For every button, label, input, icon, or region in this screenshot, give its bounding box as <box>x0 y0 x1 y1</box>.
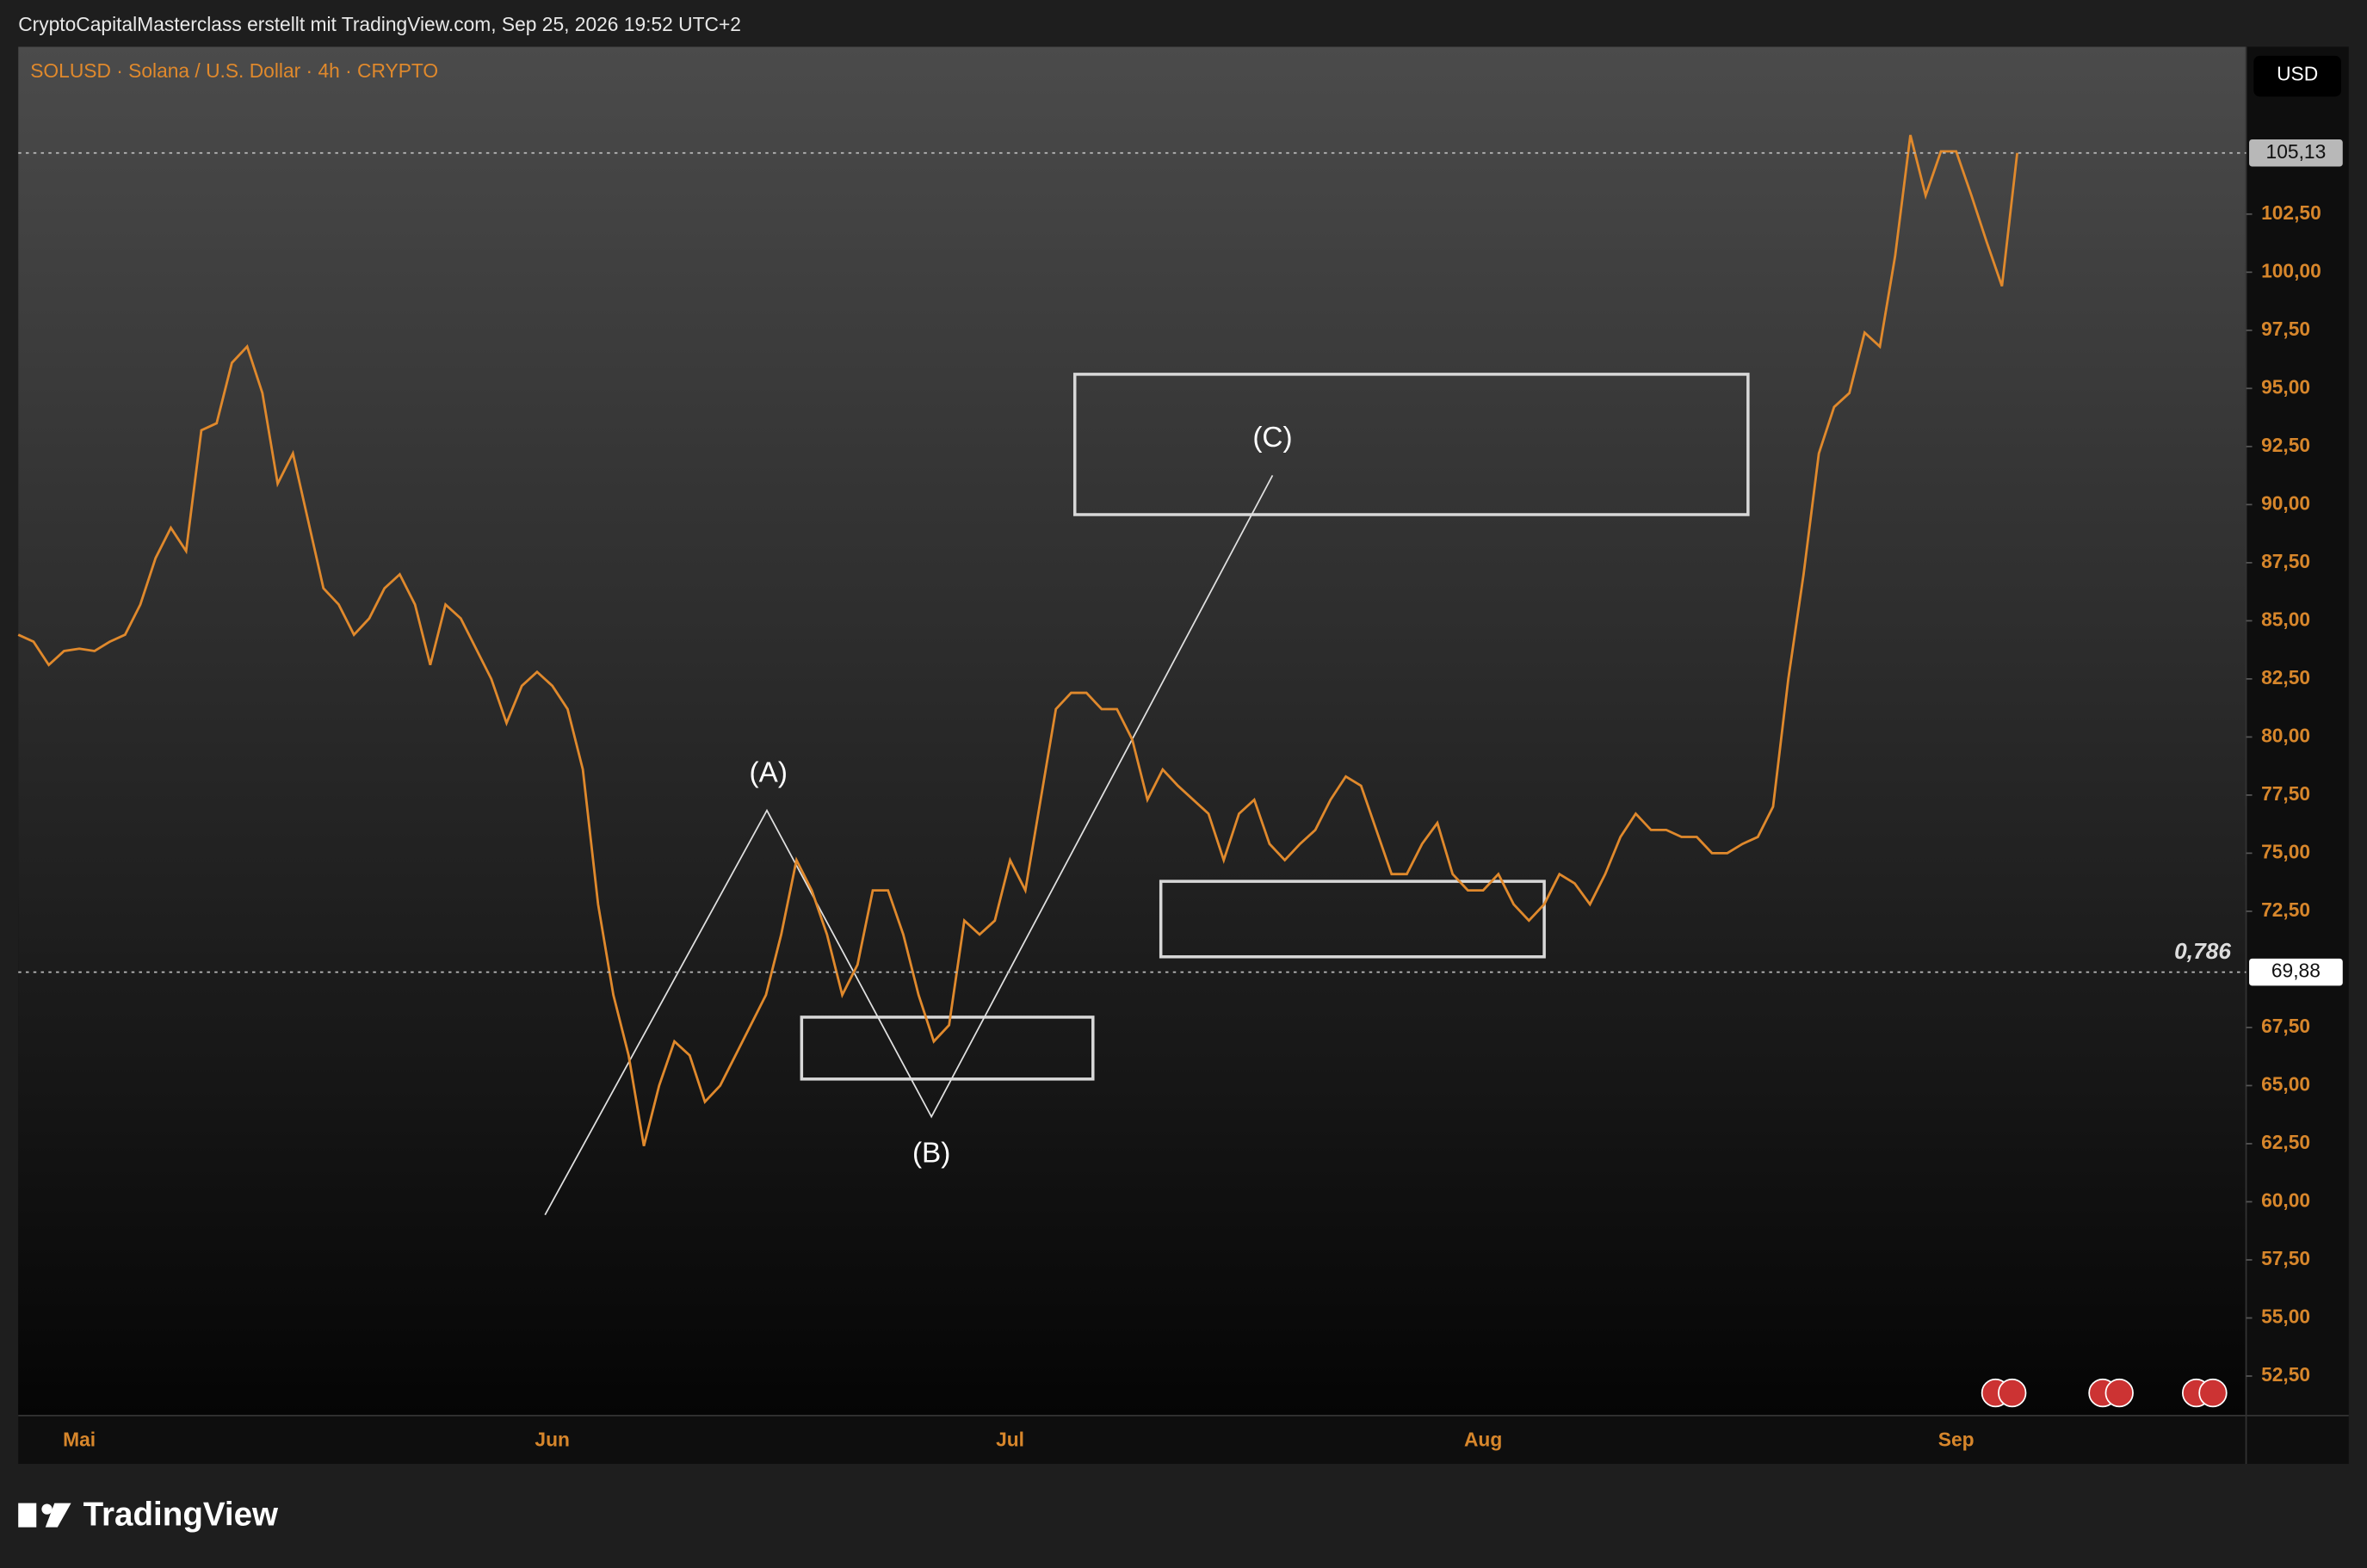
y-tick-label: 82,50 <box>2261 666 2310 688</box>
y-tick-label: 87,50 <box>2261 550 2310 572</box>
y-tick-label: 75,00 <box>2261 840 2310 862</box>
event-icons <box>1981 1378 2228 1408</box>
price-line <box>17 134 2019 1146</box>
x-tick-label: Jul <box>996 1429 1024 1451</box>
brand-logo <box>18 1503 71 1528</box>
support-box <box>1159 880 1546 959</box>
price-label: 69,88 <box>2271 960 2321 982</box>
y-tick-label: 60,00 <box>2261 1188 2310 1211</box>
price-label-box <box>2249 139 2343 167</box>
y-tick-label: 80,00 <box>2261 724 2310 746</box>
y-tick-label: 57,50 <box>2261 1247 2310 1269</box>
currency[interactable]: USD <box>2277 63 2318 85</box>
y-tick-label: 77,50 <box>2261 782 2310 805</box>
y-tick-label: 62,50 <box>2261 1131 2310 1153</box>
header: CryptoCapitalMasterclass erstellt mit Tr… <box>18 13 741 35</box>
y-tick-label: 95,00 <box>2261 375 2310 398</box>
y-tick-label: 90,00 <box>2261 491 2310 514</box>
y-tick-label: 100,00 <box>2261 259 2321 281</box>
x-tick-label: Aug <box>1464 1429 1502 1451</box>
y-tick-label: 52,50 <box>2261 1363 2310 1386</box>
y-tick-label: 72,50 <box>2261 898 2310 921</box>
y-tick-label: 67,50 <box>2261 1015 2310 1037</box>
wave-label: (B) <box>912 1137 950 1169</box>
x-tick-label: Jun <box>535 1429 570 1451</box>
symbol-title: SOLUSD · Solana / U.S. Dollar · 4h · CRY… <box>30 59 438 82</box>
x-tick-label: Mai <box>63 1429 96 1451</box>
plot-area <box>18 46 2246 1416</box>
wave-label: (C) <box>1252 422 1292 454</box>
brand: TradingView <box>83 1497 279 1534</box>
x-tick-label: Sep <box>1938 1429 1975 1451</box>
support-box <box>800 1015 1095 1081</box>
currency-box[interactable] <box>2253 55 2342 97</box>
y-tick-label: 65,00 <box>2261 1072 2310 1095</box>
y-tick-label: 85,00 <box>2261 608 2310 630</box>
price-label: 105,13 <box>2266 140 2327 163</box>
target-box <box>1072 373 1750 516</box>
y-tick-label: 55,00 <box>2261 1305 2310 1327</box>
y-tick-label: 97,50 <box>2261 318 2310 340</box>
wave-label: (A) <box>750 756 788 788</box>
annotations <box>800 373 1750 1081</box>
wave-line <box>544 474 1274 1216</box>
price-label-box <box>2249 958 2343 986</box>
y-tick-label: 102,50 <box>2261 201 2321 224</box>
fib-label: 0,786 <box>2174 938 2231 964</box>
y-tick-label: 92,50 <box>2261 434 2310 456</box>
